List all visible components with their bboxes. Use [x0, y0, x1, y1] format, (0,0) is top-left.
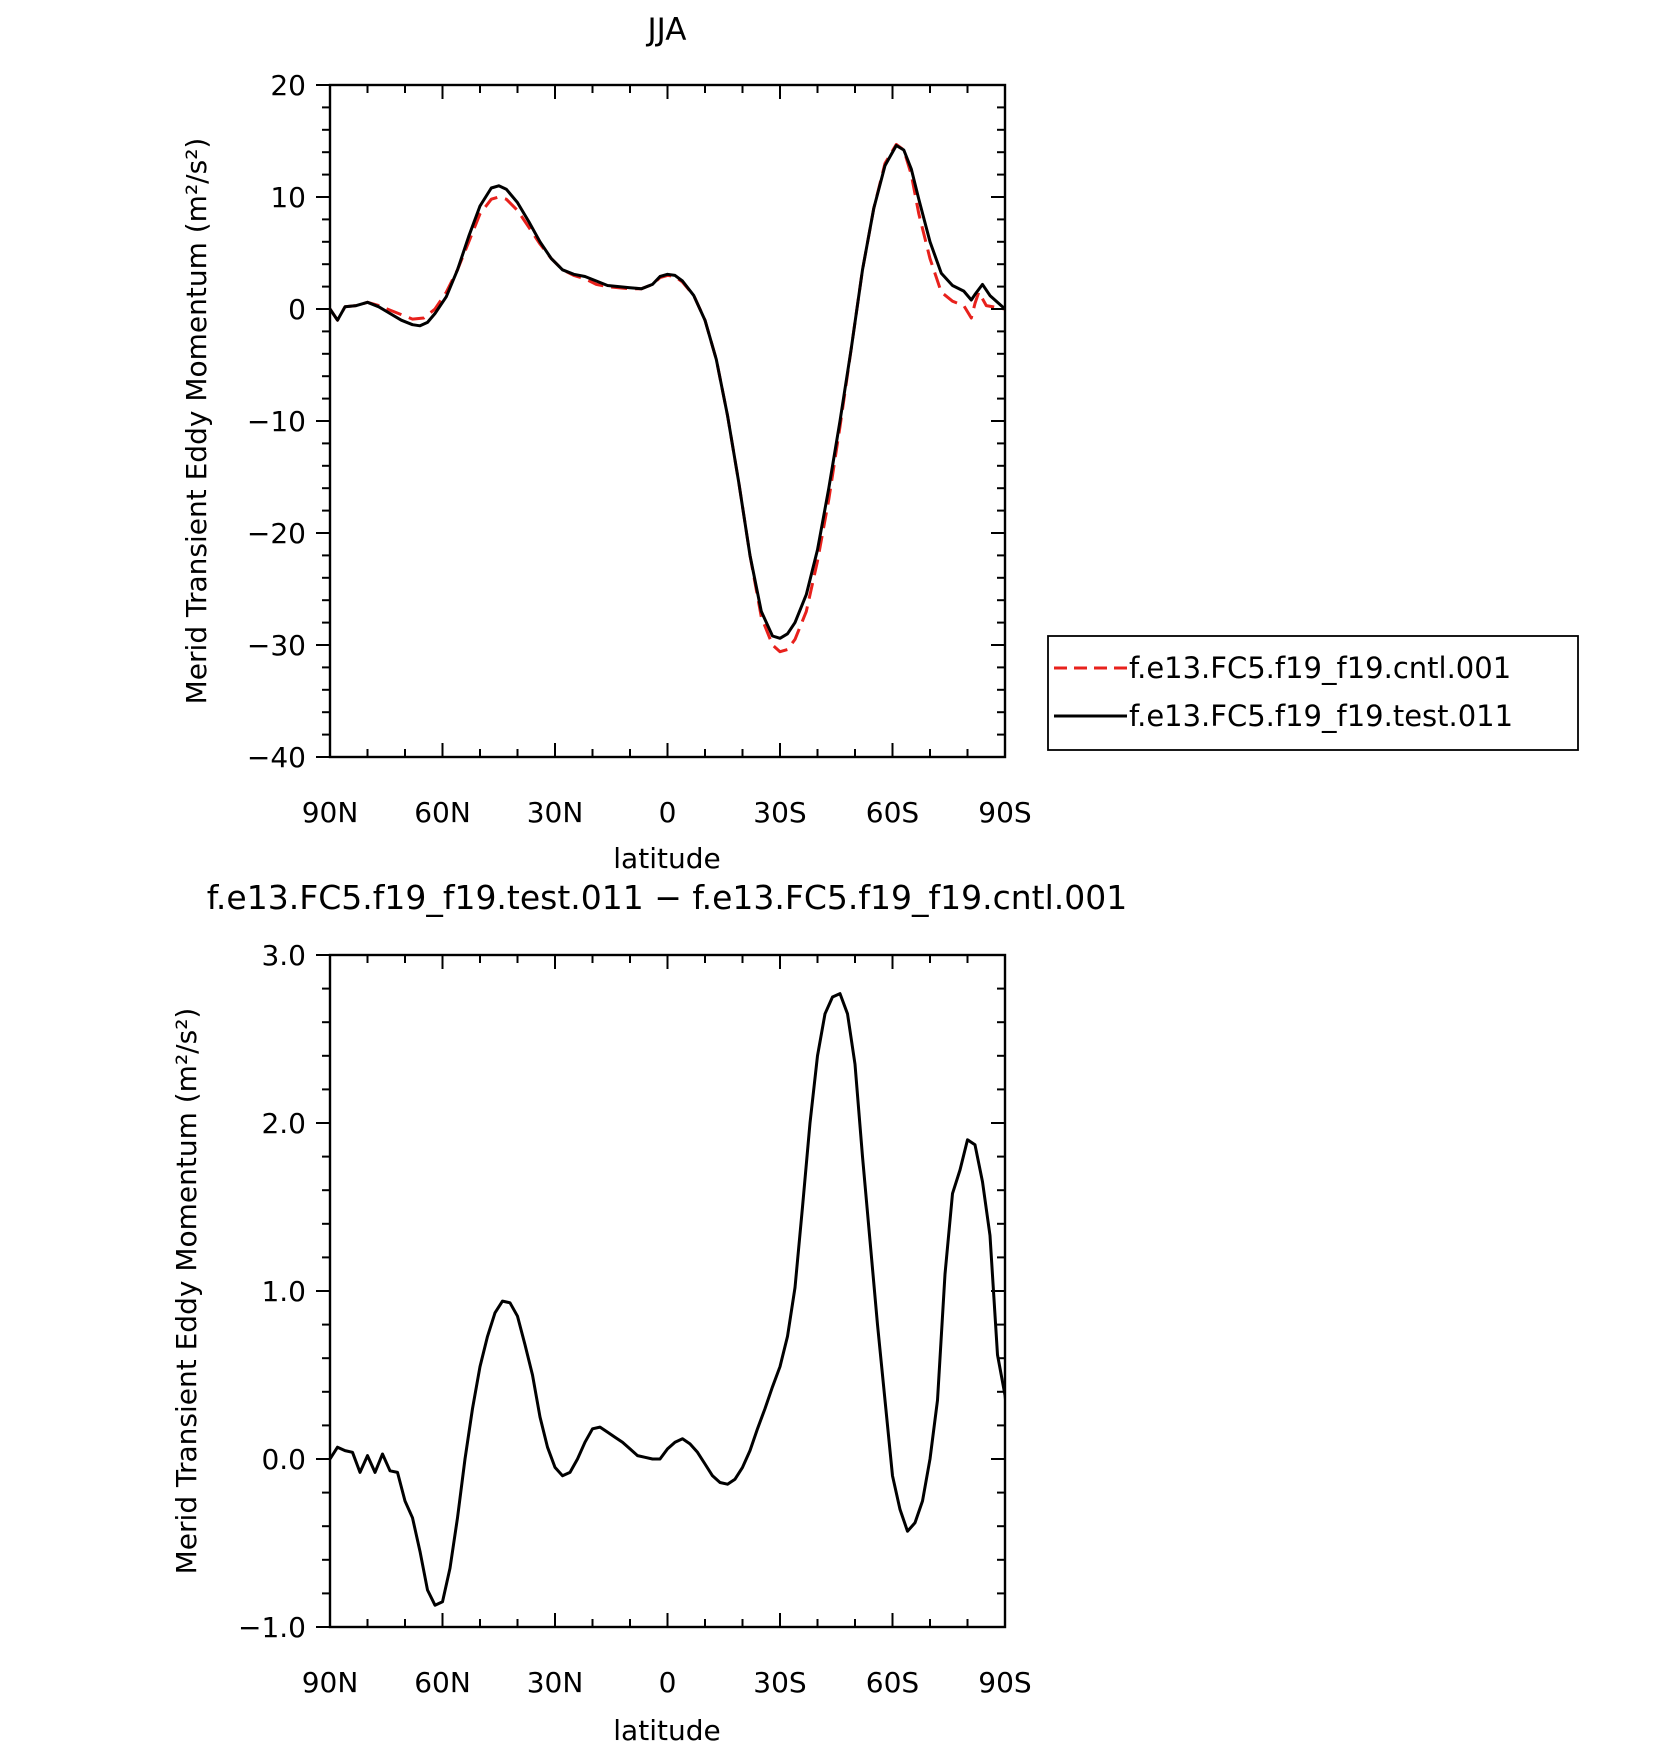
chart-title: f.e13.FC5.f19_f19.test.011 − f.e13.FC5.f…	[207, 878, 1128, 917]
x-tick-label: 30S	[753, 796, 806, 829]
x-axis-label: latitude	[613, 1714, 720, 1747]
x-axis-label: latitude	[613, 842, 720, 875]
x-tick-label: 90N	[302, 1666, 359, 1699]
legend-box	[1047, 635, 1579, 751]
x-tick-label: 30N	[527, 796, 584, 829]
y-tick-label: −40	[247, 741, 306, 774]
top-chart-panel: JJA 90N 60N 30N 0 30S 60S 90S 20 10 0 −10 −20 −30 −40…	[180, 12, 1579, 875]
y-tick-label: −10	[247, 405, 306, 438]
x-tick-label: 90S	[978, 1666, 1031, 1699]
x-tick-label: 60N	[414, 796, 471, 829]
y-axis-label: Merid Transient Eddy Momentum (m²/s²)	[180, 138, 213, 705]
plot-frame	[328, 83, 1007, 759]
x-tick-label: 60S	[866, 796, 919, 829]
x-tick-label: 0	[659, 796, 677, 829]
x-tick-label: 60S	[866, 1666, 919, 1699]
y-tick-label: 0	[288, 293, 306, 326]
x-tick-label: 30N	[527, 1666, 584, 1699]
y-tick-label: 20	[270, 69, 306, 102]
y-axis-label: Merid Transient Eddy Momentum (m²/s²)	[170, 1008, 203, 1575]
legend-label-test: f.e13.FC5.f19_f19.test.011	[1129, 699, 1513, 733]
x-tick-label: 90S	[978, 796, 1031, 829]
y-tick-label: 3.0	[261, 939, 306, 972]
plot-frame	[328, 953, 1007, 1629]
y-tick-label: 0.0	[261, 1443, 306, 1476]
y-tick-label: −30	[247, 629, 306, 662]
y-tick-label: −1.0	[238, 1611, 306, 1644]
legend-label-cntl: f.e13.FC5.f19_f19.cntl.001	[1129, 651, 1511, 685]
y-tick-label: 10	[270, 181, 306, 214]
y-tick-label: 2.0	[261, 1107, 306, 1140]
x-tick-label: 0	[659, 1666, 677, 1699]
x-tick-label: 30S	[753, 1666, 806, 1699]
legend: f.e13.FC5.f19_f19.cntl.001 f.e13.FC5.f19…	[1047, 635, 1579, 751]
series-line-1	[330, 144, 1005, 640]
y-tick-label: 1.0	[261, 1275, 306, 1308]
x-tick-label: 60N	[414, 1666, 471, 1699]
series-line-0	[330, 992, 1005, 1607]
difference-chart-panel: f.e13.FC5.f19_f19.test.011 − f.e13.FC5.f…	[170, 878, 1127, 1747]
y-tick-label: −20	[247, 517, 306, 550]
chart-title: JJA	[646, 12, 687, 48]
x-tick-label: 90N	[302, 796, 359, 829]
series-line-0	[330, 142, 1005, 654]
